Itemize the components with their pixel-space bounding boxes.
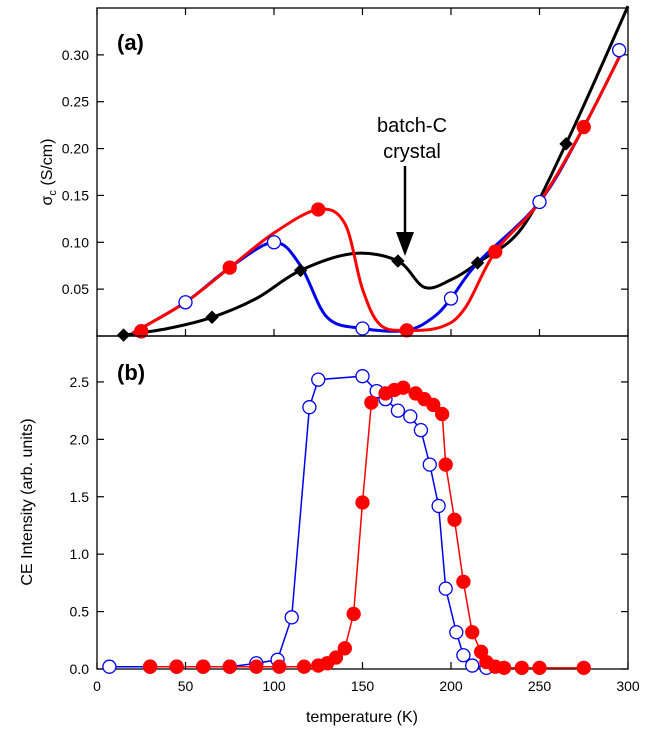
panel-b-series-1-point	[438, 457, 453, 472]
panel-a-ytick-label: 0.15	[62, 187, 89, 203]
panel-b-series-1-point	[456, 574, 471, 589]
panel-b: 0.0 0.5 1.0 1.5 2.0 2.5 0 50 100 150 200 250 300 (b…	[19, 335, 640, 726]
panel-b-x-ticks: 0 50 100 150 200 250 300	[93, 662, 640, 694]
panel-a: 0.05 0.10 0.15 0.20 0.25 0.30 (a) σc (S/cm) b…	[39, 5, 630, 342]
panel-b-ytick-label: 0.0	[70, 661, 90, 677]
x-tick-label: 0	[93, 678, 101, 694]
panel-b-series-0-point	[390, 403, 406, 418]
panel-b-series-0-point	[355, 369, 370, 384]
panel-a-series-2-point	[311, 202, 326, 217]
panel-b-ytick-label: 2.0	[70, 431, 90, 447]
panel-b-series-0-point	[465, 658, 480, 673]
panel-b-series-0-point	[438, 581, 453, 596]
panel-b-series-1-point	[355, 495, 370, 510]
panel-b-series-1-point	[496, 660, 512, 676]
panel-b-series-1-point	[346, 606, 361, 622]
panel-b-series-1-point	[396, 380, 411, 395]
panel-b-ytick-label: 2.5	[70, 374, 90, 390]
panel-b-markers	[102, 369, 591, 676]
x-tick-label: 150	[351, 678, 375, 694]
x-tick-label: 250	[528, 678, 552, 694]
panel-b-series-1-point	[426, 397, 441, 413]
panel-a-series-1-point	[178, 295, 193, 310]
panel-a-ytick-label: 0.10	[62, 234, 89, 250]
panel-a-series-1-point	[355, 321, 370, 336]
panel-b-series-1-point	[337, 641, 352, 656]
panel-b-series-1-point	[196, 659, 211, 674]
panel-b-ytick-label: 1.0	[70, 546, 90, 562]
panel-a-y-ticks: 0.05 0.10 0.15 0.20 0.25 0.30	[62, 8, 629, 336]
panel-b-series-1-point	[222, 659, 237, 674]
panel-a-series-2-point	[222, 260, 237, 275]
panel-a-series-2-point	[399, 323, 414, 338]
panel-a-series-1-point	[266, 235, 282, 250]
panel-a-series-0-point	[293, 263, 308, 278]
panel-b-series-0-point	[403, 409, 418, 424]
panel-a-series-1-point	[443, 291, 459, 306]
panel-b-series-1-point	[465, 625, 480, 640]
panel-a-series-2-point	[576, 119, 591, 135]
panel-a-label: (a)	[117, 30, 144, 55]
x-tick-label: 100	[262, 678, 286, 694]
panel-b-series-0-point	[431, 498, 446, 514]
x-axis-label: temperature (K)	[306, 709, 418, 726]
panel-b-series-0-point	[302, 400, 317, 415]
panel-a-series-0-point	[205, 310, 219, 324]
panel-b-series-0-point	[284, 610, 299, 625]
panel-b-series-1-point	[514, 660, 529, 676]
panel-b-series-1-point	[532, 660, 547, 676]
annotation-line-1: batch-C	[377, 115, 447, 137]
panel-a-series-1-point	[612, 43, 627, 58]
annotation-line-2: crystal	[383, 141, 441, 163]
panel-a-series-0-point	[559, 137, 573, 151]
panel-b-ylabel: CE Intensity (arb. units)	[19, 418, 36, 585]
panel-b-series-1-point	[364, 395, 379, 410]
panel-a-series-2-point	[488, 244, 503, 259]
panel-a-ytick-label: 0.20	[62, 141, 89, 157]
panel-a-series-0-point	[391, 254, 405, 268]
panel-b-label: (b)	[117, 360, 145, 385]
panel-b-series-0-point	[311, 372, 326, 387]
panel-b-series-1-point	[576, 660, 591, 676]
x-tick-label: 300	[616, 678, 640, 694]
panel-a-ytick-label: 0.30	[62, 47, 89, 63]
panel-a-series-0-point	[470, 256, 485, 270]
panel-b-ytick-label: 0.5	[70, 604, 90, 620]
panel-b-series-0-point	[456, 648, 471, 663]
panel-a-ylabel: σc (S/cm)	[39, 139, 59, 206]
annotation-arrow-head	[396, 232, 414, 256]
panel-a-ytick-label: 0.25	[62, 94, 89, 110]
panel-b-series-1-point	[328, 650, 344, 665]
panel-b-series-0-point	[422, 457, 437, 472]
panel-a-series-0-point	[116, 328, 131, 342]
panel-a-series-1-point	[532, 194, 547, 210]
panel-b-series-0-point	[102, 659, 117, 674]
panel-b-series-0-point	[449, 625, 464, 640]
panel-b-series-1-point	[447, 512, 462, 527]
panel-b-series-1-point	[434, 406, 450, 422]
panel-b-y-ticks: 0.0 0.5 1.0 1.5 2.0 2.5	[70, 374, 628, 677]
panel-a-markers	[116, 43, 627, 342]
panel-b-series-1-point	[249, 659, 264, 674]
panel-b-series-1-point	[169, 659, 184, 674]
panel-b-ytick-label: 1.5	[70, 489, 90, 505]
x-tick-label: 200	[439, 678, 463, 694]
panel-b-series-1-point	[272, 659, 287, 674]
panel-a-series-2-point	[134, 324, 149, 339]
panel-a-ytick-label: 0.05	[62, 281, 89, 297]
panel-b-series-1-point	[142, 659, 158, 674]
panel-b-series-0-point	[413, 423, 429, 438]
panel-b-series-1-point	[296, 659, 312, 674]
x-tick-label: 50	[178, 678, 194, 694]
